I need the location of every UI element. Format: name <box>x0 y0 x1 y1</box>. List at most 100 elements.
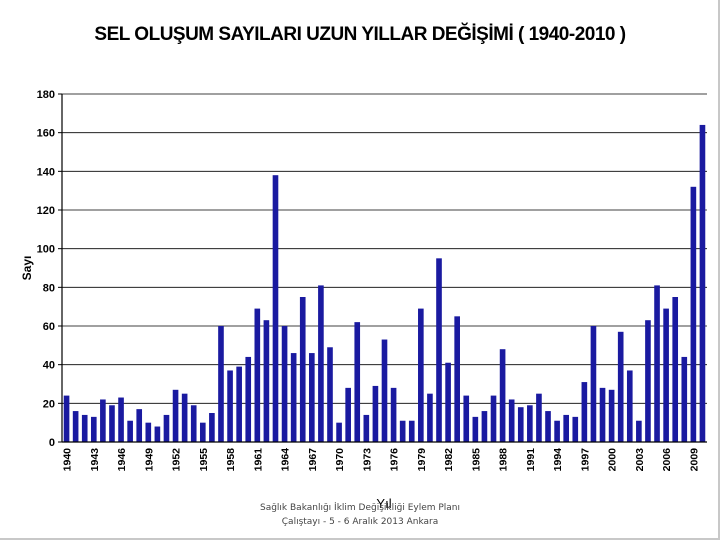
bar-2004 <box>645 320 651 442</box>
bar-1960 <box>245 356 252 442</box>
x-tick-label: 1985 <box>470 448 482 472</box>
bar-1961 <box>254 308 261 442</box>
y-tick-label: 40 <box>43 360 55 372</box>
x-tick-label: 2009 <box>688 448 700 472</box>
bar-1957 <box>218 326 224 442</box>
bar-1979 <box>418 308 424 442</box>
bar-1976 <box>390 387 397 442</box>
x-tick-label: 1952 <box>171 448 183 472</box>
bar-1950 <box>154 426 161 442</box>
bar-1945 <box>109 405 115 442</box>
bar-1994 <box>554 420 560 442</box>
x-tick-label: 1964 <box>280 448 292 472</box>
x-tick-label: 1982 <box>443 448 455 472</box>
bar-1995 <box>563 414 569 442</box>
bar-1966 <box>299 297 306 442</box>
y-tick-label: 100 <box>37 244 55 256</box>
bar-1990 <box>517 407 524 442</box>
y-tick-label: 0 <box>49 437 55 449</box>
bar-1940 <box>63 395 70 442</box>
y-axis-label: Sayı <box>20 256 34 281</box>
bar-2008 <box>681 356 688 442</box>
y-tick-label: 120 <box>37 205 55 217</box>
x-tick-label: 1955 <box>198 448 210 472</box>
x-tick-label: 1940 <box>62 448 74 472</box>
bar-1941 <box>72 411 79 442</box>
bar-1951 <box>163 414 170 442</box>
bar-1978 <box>408 420 415 442</box>
bar-1949 <box>145 422 152 442</box>
x-tick-label: 1946 <box>116 448 128 472</box>
bar-1987 <box>490 395 497 442</box>
bar-1944 <box>100 399 106 442</box>
bar-2006 <box>663 308 669 442</box>
bar-1948 <box>136 409 143 442</box>
bar-1955 <box>199 422 206 442</box>
bar-1986 <box>481 411 488 442</box>
bar-1988 <box>499 349 506 442</box>
x-axis-label: Yıl <box>376 496 391 511</box>
y-tick-label: 80 <box>43 282 55 294</box>
bar-1952 <box>172 389 179 442</box>
bar-1956 <box>209 413 215 442</box>
y-tick-label: 20 <box>43 398 55 410</box>
bar-1984 <box>463 395 470 442</box>
bar-1947 <box>127 420 133 442</box>
y-axis-ticks: 0 20 40 60 80 100 120 140 160 180 <box>37 89 62 449</box>
bar-1977 <box>399 420 406 442</box>
bar-1992 <box>536 393 542 442</box>
bar-1974 <box>372 385 379 442</box>
bar-1972 <box>354 322 361 442</box>
bar-1954 <box>190 405 197 442</box>
bar-1985 <box>472 416 479 442</box>
bar-1993 <box>545 411 551 442</box>
bar-1991 <box>527 405 533 442</box>
bar-1970 <box>336 422 342 442</box>
bar-1983 <box>454 316 460 442</box>
bar-1997 <box>581 382 588 442</box>
y-tick-label: 60 <box>43 321 55 333</box>
bar-1989 <box>508 399 515 442</box>
bar-1999 <box>599 387 606 442</box>
x-tick-label: 2003 <box>634 448 646 472</box>
bar-1946 <box>118 397 124 442</box>
bar-1980 <box>427 393 433 442</box>
bar-1968 <box>318 285 324 442</box>
bar-2009 <box>690 186 697 442</box>
x-tick-label: 2006 <box>661 448 673 472</box>
bar-2000 <box>608 389 615 442</box>
bar-1973 <box>363 414 370 442</box>
bar-1959 <box>236 366 242 442</box>
bar-1953 <box>181 393 188 442</box>
bar-1965 <box>290 353 297 442</box>
bar-1942 <box>81 414 88 442</box>
bar-1969 <box>327 347 333 442</box>
bar-1971 <box>345 387 351 442</box>
x-tick-label: 1988 <box>498 448 510 472</box>
footer-line-1: Sağlık Bakanlığı İklim Değişikliği Eylem… <box>259 503 461 513</box>
x-tick-label: 1958 <box>225 448 237 472</box>
bar-2002 <box>626 370 633 442</box>
x-tick-label: 1943 <box>89 448 101 472</box>
x-tick-label: 1970 <box>334 448 346 472</box>
bar-1967 <box>309 353 315 442</box>
bar-2003 <box>636 420 642 442</box>
bar-1963 <box>272 175 279 442</box>
x-tick-label: 1967 <box>307 448 319 472</box>
x-tick-label: 1991 <box>525 448 537 472</box>
bar-1996 <box>572 416 579 442</box>
x-tick-label: 2000 <box>607 448 619 472</box>
y-tick-label: 140 <box>37 166 55 178</box>
x-tick-label: 1979 <box>416 448 428 472</box>
y-tick-label: 160 <box>37 128 55 140</box>
bar-2007 <box>672 297 679 442</box>
bar-1975 <box>381 339 388 442</box>
bar-1982 <box>445 362 451 442</box>
bar-1943 <box>90 416 97 442</box>
bars <box>63 124 706 443</box>
bar-1998 <box>590 326 597 442</box>
x-tick-label: 1997 <box>579 448 591 472</box>
bar-1958 <box>227 370 233 442</box>
